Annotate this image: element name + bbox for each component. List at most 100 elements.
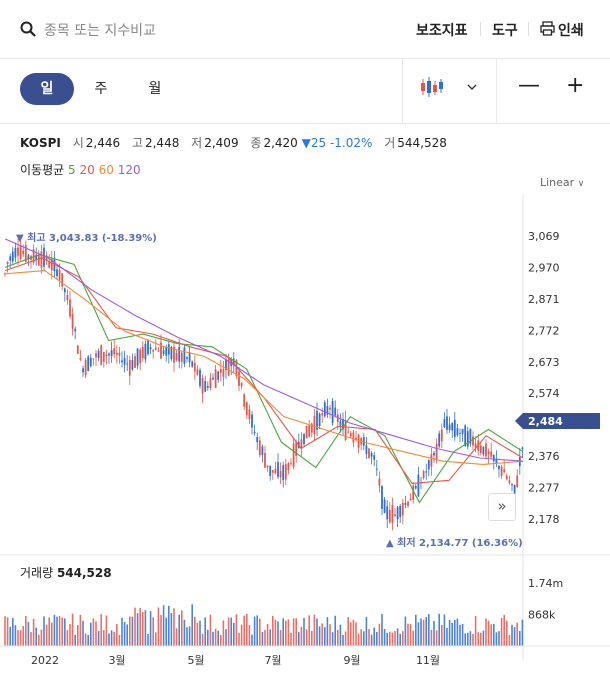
zoom-out-button[interactable]: —: [518, 73, 540, 98]
candle-body: [204, 380, 207, 392]
price-tick-label: 2,574: [528, 387, 560, 400]
volume-label: 거: [384, 136, 396, 150]
candle-body: [24, 244, 27, 262]
candle-body: [238, 371, 240, 386]
volume-bar: [454, 619, 456, 646]
volume-bar: [378, 623, 381, 646]
candle-body: [443, 418, 446, 427]
candle-body: [186, 357, 188, 359]
candle-body: [95, 353, 97, 358]
volume-bar: [305, 629, 308, 646]
volume-bar: [196, 622, 199, 646]
volume-bar: [6, 617, 9, 646]
volume-bar: [220, 634, 222, 646]
price-tick-label: 3,069: [528, 230, 560, 243]
volume-bar: [311, 630, 313, 646]
volume-bar: [178, 614, 180, 646]
search-icon[interactable]: [20, 21, 36, 37]
candle-body: [513, 484, 516, 497]
candle-body: [206, 386, 209, 388]
top-toolbar: 종목 또는 지수비교 보조지표 도구 인쇄: [0, 0, 610, 59]
volume-bar: [152, 617, 154, 646]
candle-body: [292, 443, 295, 467]
volume-bar: [51, 622, 53, 646]
candle-body: [453, 419, 456, 437]
candle-body: [22, 250, 25, 255]
candle-body: [66, 295, 69, 301]
volume-bar: [233, 622, 235, 646]
volume-bar: [500, 618, 503, 646]
volume-bar: [355, 622, 357, 646]
period-month-tab[interactable]: 월: [148, 81, 162, 97]
candle-body: [394, 514, 396, 516]
tools-button[interactable]: 도구: [492, 23, 518, 39]
chevron-down-icon[interactable]: [466, 83, 478, 91]
volume-bar: [482, 630, 485, 646]
candle-body: [482, 446, 485, 455]
moving-average-legend[interactable]: 이동평균 5 20 60 120: [20, 161, 141, 178]
candle-body: [63, 288, 66, 293]
volume-bar: [126, 624, 128, 646]
x-tick-label: 3월: [108, 654, 125, 667]
candle-body: [266, 465, 269, 468]
volume-bar: [295, 618, 297, 646]
period-week-tab[interactable]: 주: [94, 81, 108, 97]
volume-bar: [331, 632, 334, 646]
volume-bar: [407, 623, 409, 646]
candle-body: [412, 485, 415, 500]
volume-bar: [92, 618, 95, 646]
volume-bar: [474, 616, 477, 646]
candle-body: [219, 368, 222, 374]
candle-body: [308, 425, 311, 437]
volume-bar: [204, 617, 206, 646]
candle-body: [352, 432, 355, 443]
price-chart[interactable]: 3,069 2,970 2,871 2,772 2,673 2,574 2,376 2,277…: [0, 195, 610, 695]
volume-bar: [74, 634, 76, 646]
print-button[interactable]: 인쇄: [558, 23, 584, 39]
candle-body: [427, 460, 430, 470]
index-name: KOSPI: [20, 136, 61, 150]
candle-body: [144, 343, 147, 360]
candle-body: [466, 431, 469, 447]
divider: [480, 22, 481, 36]
period-day-tab[interactable]: 일: [20, 73, 74, 105]
volume-bar: [420, 618, 422, 646]
candlestick-icon[interactable]: [419, 73, 445, 101]
candle-body: [126, 363, 129, 365]
volume-bar: [87, 635, 89, 646]
volume-bar: [201, 633, 204, 646]
print-icon[interactable]: [540, 21, 555, 36]
candle-body: [355, 437, 357, 440]
indicators-button[interactable]: 보조지표: [416, 23, 468, 39]
candle-body: [303, 433, 305, 445]
zoom-in-button[interactable]: +: [566, 73, 585, 98]
volume-bar: [368, 629, 370, 646]
volume-bar: [165, 617, 167, 646]
candle-body: [105, 354, 108, 356]
candle-body: [74, 328, 77, 332]
scroll-latest-button[interactable]: »: [488, 493, 516, 521]
candle-body: [222, 368, 225, 377]
ma5-line: [4, 254, 524, 504]
volume-legend: 거래량 544,528: [20, 564, 112, 581]
candle-body: [245, 402, 248, 416]
price-tick-label: 2,277: [528, 482, 560, 495]
volume-bar: [183, 619, 186, 646]
candle-body: [188, 352, 191, 363]
volume-bar: [469, 631, 472, 646]
volume-bar: [490, 624, 492, 646]
current-price-tag: [515, 413, 600, 429]
volume-bar: [243, 615, 245, 646]
volume-bar: [329, 624, 331, 646]
volume-bar: [12, 618, 14, 646]
divider: [496, 59, 497, 123]
volume-bar: [123, 621, 126, 646]
volume-bar: [360, 629, 362, 646]
candle-body: [373, 455, 376, 460]
search-input[interactable]: 종목 또는 지수비교: [44, 23, 156, 39]
volume-bar: [383, 628, 386, 646]
scale-dropdown[interactable]: Linear ∨: [540, 176, 585, 189]
volume-bar: [337, 629, 339, 646]
volume-bar: [30, 632, 32, 646]
candle-body: [6, 261, 9, 265]
